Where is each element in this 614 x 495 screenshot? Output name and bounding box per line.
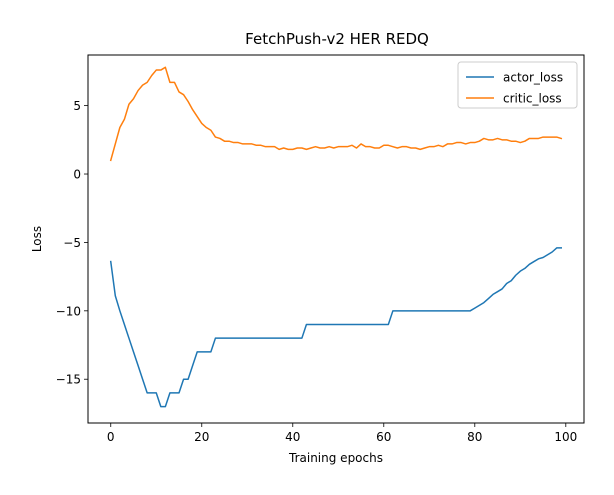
- x-axis: 0 20 40 60 80 100: [107, 423, 577, 444]
- x-tick-label: 60: [376, 430, 391, 444]
- series-line-actor-loss: [109, 247, 562, 408]
- plot-frame: [87, 54, 585, 424]
- x-tick-label: 80: [467, 430, 482, 444]
- x-tick-label: 20: [194, 430, 209, 444]
- plot-area: [109, 66, 563, 408]
- legend-label: actor_loss: [503, 71, 563, 85]
- legend-box: [457, 61, 578, 109]
- x-tick-label: 0: [107, 430, 115, 444]
- legend-label: critic_loss: [503, 92, 562, 106]
- series-line-critic-loss: [109, 66, 563, 162]
- x-tick-label: 100: [554, 430, 577, 444]
- chart-title: FetchPush-v2 HER REDQ: [245, 30, 429, 48]
- y-tick-label: −15: [56, 373, 81, 387]
- y-tick-label: 0: [73, 168, 81, 182]
- y-tick-label: −10: [56, 304, 81, 318]
- legend: actor_loss critic_loss: [457, 61, 578, 109]
- y-tick-label: −5: [63, 236, 81, 250]
- x-axis-label: Training epochs: [288, 451, 383, 465]
- y-tick-label: 5: [73, 99, 81, 113]
- y-axis: −15 −10 −5 0 5: [56, 99, 88, 387]
- x-tick-label: 40: [285, 430, 300, 444]
- y-axis-label: Loss: [30, 226, 44, 252]
